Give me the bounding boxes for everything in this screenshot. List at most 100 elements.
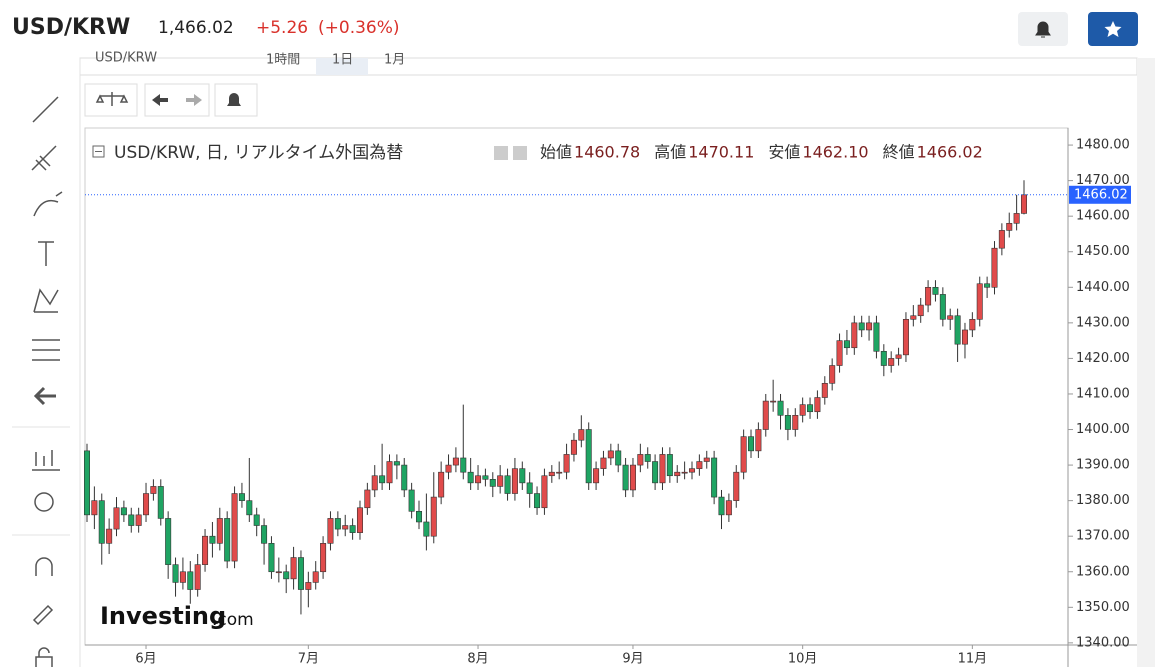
last-price-box xyxy=(1069,185,1131,204)
candle-body xyxy=(327,518,334,544)
candle-body xyxy=(563,454,570,473)
legend-label: 終値 xyxy=(883,143,915,162)
collapse-box[interactable] xyxy=(92,145,105,158)
candle-body xyxy=(858,322,865,331)
legend-label: 安値 xyxy=(768,143,800,162)
y-tick-label: 1350.00 xyxy=(1076,600,1130,615)
candle-body xyxy=(408,489,415,512)
candle-body xyxy=(961,329,968,345)
candle-body xyxy=(570,439,577,455)
candle-body xyxy=(770,400,777,403)
candle-body xyxy=(784,415,791,430)
candle-body xyxy=(947,315,954,320)
y-tick-label: 1450.00 xyxy=(1076,244,1130,259)
candle-body xyxy=(135,514,142,526)
candle-body xyxy=(475,475,482,484)
candle-body xyxy=(290,557,297,580)
candle-body xyxy=(976,283,983,320)
toolbar-symbol[interactable]: USD/KRW xyxy=(95,51,157,66)
candle-body xyxy=(438,471,445,498)
candle-body xyxy=(334,518,341,530)
candle-body xyxy=(843,340,850,349)
legend-label: 高値 xyxy=(654,143,686,162)
change-pct: (+0.36%) xyxy=(318,18,400,38)
candle-body xyxy=(607,450,614,459)
candle-body xyxy=(939,294,946,320)
candle-body xyxy=(526,482,533,494)
settings-icon[interactable] xyxy=(513,146,527,160)
tool-lock-draw[interactable] xyxy=(32,604,54,626)
candle-body xyxy=(733,471,740,501)
candle-body xyxy=(666,454,673,477)
toolbar-active xyxy=(316,58,368,75)
candle-body xyxy=(762,400,769,430)
candle-body xyxy=(674,471,681,477)
candle-body xyxy=(792,415,799,430)
candle-body xyxy=(622,464,629,491)
candle-body xyxy=(534,493,541,509)
candle-body xyxy=(688,468,695,473)
candle-body xyxy=(504,475,511,494)
tool-text[interactable] xyxy=(38,241,54,266)
candle-body xyxy=(718,496,725,516)
tool-pattern[interactable] xyxy=(33,288,59,313)
candle-body xyxy=(209,535,216,544)
candle-body xyxy=(799,404,806,416)
candle-body xyxy=(467,471,474,484)
candle-body xyxy=(401,464,408,491)
tool-measure[interactable] xyxy=(32,450,60,471)
candle-body xyxy=(312,571,319,583)
x-tick-label: 11月 xyxy=(958,652,988,667)
candle-body xyxy=(644,454,651,462)
candle-body xyxy=(748,436,755,452)
tool-fib[interactable] xyxy=(31,145,57,171)
toolbar-interval[interactable]: 1月 xyxy=(384,53,405,68)
candle-body xyxy=(851,322,858,349)
y-tick-label: 1340.00 xyxy=(1076,635,1130,650)
tool-back[interactable] xyxy=(33,386,56,406)
candle-body xyxy=(379,475,386,484)
candle-body xyxy=(829,365,836,384)
candle-body xyxy=(821,382,828,398)
candle-body xyxy=(541,475,548,509)
y-tick-label: 1400.00 xyxy=(1076,422,1130,437)
candle-body xyxy=(460,457,467,473)
toolbar-interval[interactable]: 1日 xyxy=(332,53,353,68)
x-tick-label: 7月 xyxy=(298,652,319,667)
tool-zoom[interactable] xyxy=(34,492,54,512)
candle-body xyxy=(231,493,238,562)
x-tick-label: 9月 xyxy=(622,652,643,667)
eye-icon[interactable] xyxy=(494,146,508,160)
candle-body xyxy=(349,525,356,533)
candle-body xyxy=(179,571,186,583)
tool-magnet[interactable] xyxy=(35,557,53,576)
candle-body xyxy=(98,500,105,544)
scrollbar xyxy=(1137,58,1155,667)
candle-body xyxy=(268,543,275,573)
candle-body xyxy=(711,457,718,498)
candle-body xyxy=(216,518,223,544)
tool-lock[interactable] xyxy=(35,647,53,667)
x-tick-label: 6月 xyxy=(135,652,156,667)
y-tick-label: 1420.00 xyxy=(1076,351,1130,366)
scale-icon xyxy=(95,92,129,106)
tool-line[interactable] xyxy=(32,96,59,123)
tool-brush[interactable] xyxy=(33,191,63,217)
candle-body xyxy=(696,461,703,469)
candle-body xyxy=(84,450,91,516)
candle-body xyxy=(143,493,150,516)
y-tick-label: 1430.00 xyxy=(1076,315,1130,330)
toolbar-top xyxy=(79,57,1138,76)
candle-body xyxy=(416,511,423,523)
candle-body xyxy=(637,454,644,466)
candle-body xyxy=(194,564,201,590)
candle-body xyxy=(386,461,393,484)
candle-body xyxy=(954,315,961,345)
tool-prediction[interactable] xyxy=(32,339,60,361)
candle-body xyxy=(305,582,312,590)
toolbar-interval[interactable]: 1時間 xyxy=(266,53,300,68)
candle-body xyxy=(489,479,496,487)
scale-button[interactable] xyxy=(84,83,138,117)
redo-icon xyxy=(186,94,202,106)
